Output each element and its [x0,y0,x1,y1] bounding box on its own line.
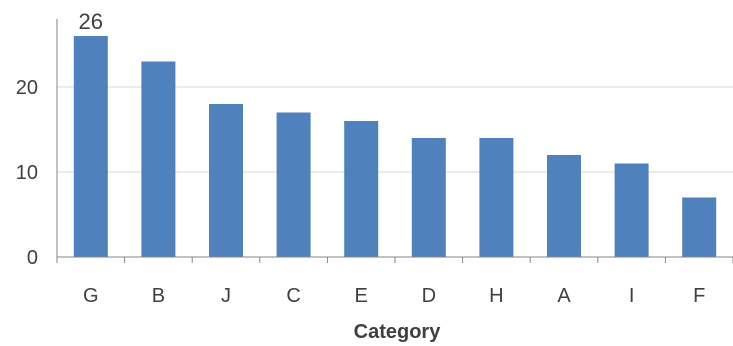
labels: 0 10 20 G B J C E D H A I F 26 [16,9,706,307]
bar-G [73,36,108,257]
axes [56,19,733,263]
x-tick-label-F: F [693,285,705,307]
x-tick-label-I: I [629,285,635,307]
bar-C [276,112,311,257]
x-tick-label-B: B [152,285,165,307]
bar-E [344,121,379,257]
y-tick-label-0: 0 [27,247,38,269]
data-label-G: 26 [79,9,103,34]
x-tick-label-G: G [83,285,99,307]
y-tick-label-10: 10 [16,162,38,184]
bar-A [547,155,581,257]
x-axis-title: Category [354,321,442,343]
x-tick-label-A: A [557,285,571,307]
bars [73,36,717,257]
bar-F [682,197,717,257]
bar-J [209,104,243,257]
y-tick-label-20: 20 [16,77,38,99]
x-tick-label-J: J [221,285,231,307]
bar-H [479,138,514,257]
bar-I [614,163,649,257]
x-tick-label-E: E [355,285,368,307]
x-tick-label-C: C [286,285,300,307]
x-tick-label-D: D [422,285,436,307]
x-tick-label-H: H [489,285,503,307]
bar-D [411,138,446,257]
bar-B [141,61,176,257]
